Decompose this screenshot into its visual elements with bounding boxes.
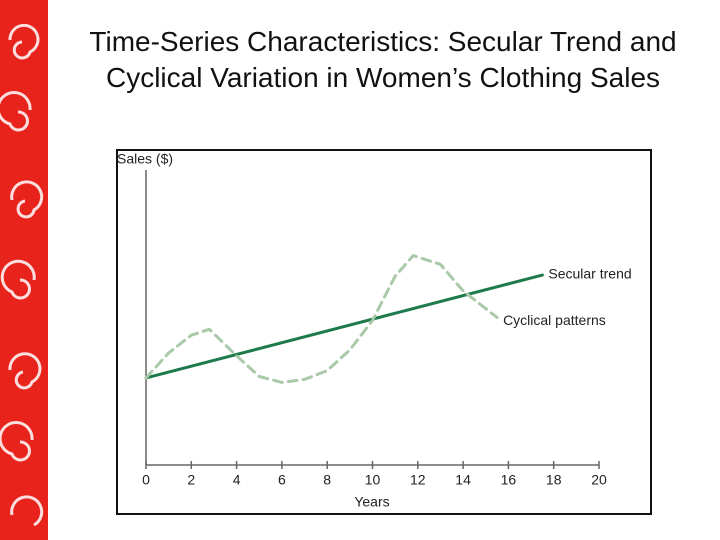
series-line <box>144 273 544 380</box>
series-label: Secular trend <box>548 266 631 282</box>
x-tick-label: 14 <box>455 472 471 488</box>
x-tick-label: 16 <box>501 472 517 488</box>
side-strip <box>0 0 48 540</box>
swirls <box>0 23 44 527</box>
y-axis-label: Sales ($) <box>117 151 173 167</box>
x-tick-label: 20 <box>591 472 607 488</box>
chart-title: Time-Series Characteristics: Secular Tre… <box>89 26 677 93</box>
series-line <box>144 254 499 384</box>
x-tick-label: 8 <box>323 472 331 488</box>
x-tick-label: 0 <box>142 472 150 488</box>
x-tick-label: 2 <box>187 472 195 488</box>
x-tick-label: 10 <box>365 472 381 488</box>
x-tick-label: 18 <box>546 472 562 488</box>
x-axis-label: Years <box>354 494 389 510</box>
plot-frame <box>116 149 652 515</box>
x-tick-label: 12 <box>410 472 426 488</box>
series-label: Cyclical patterns <box>503 312 606 328</box>
x-tick-label: 6 <box>278 472 286 488</box>
x-tick-label: 4 <box>233 472 241 488</box>
